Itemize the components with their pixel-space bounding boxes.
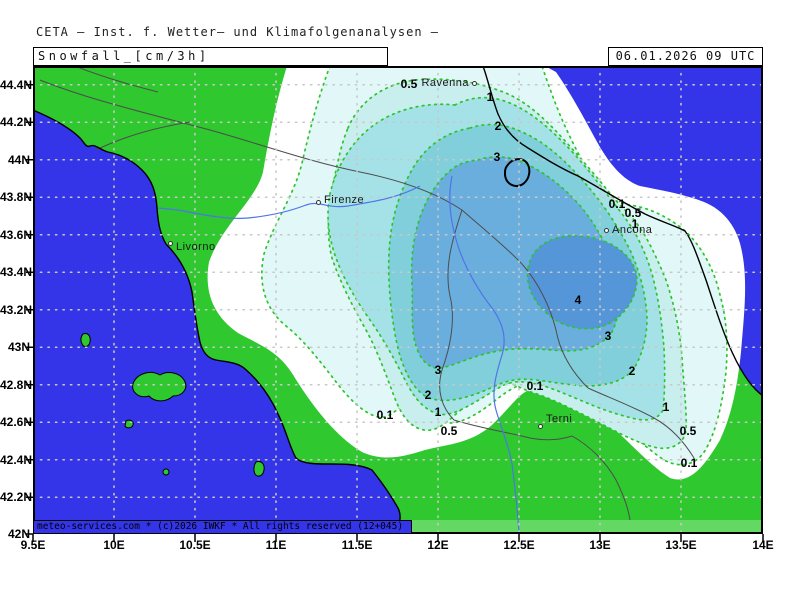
lon-tick-label: 12E xyxy=(427,538,449,552)
coast-adriatic xyxy=(482,66,763,397)
contour-value-label: 2 xyxy=(494,119,502,133)
contour-value-label: 0.5 xyxy=(400,77,418,91)
lon-tick-label: 9.5E xyxy=(20,538,46,552)
river-tiber xyxy=(449,175,520,534)
contour-value-label: 3 xyxy=(493,150,501,164)
island-montecristo xyxy=(162,468,170,476)
lat-tick-label: 44.4N xyxy=(0,77,33,92)
lat-tick-label: 42N xyxy=(7,527,30,541)
city-label: Ancona xyxy=(612,224,653,236)
lat-tick-label: 43.6N xyxy=(0,227,33,242)
island-elba xyxy=(132,371,187,402)
city-label: Ravenna xyxy=(421,77,469,89)
contour-value-label: 3 xyxy=(434,363,442,377)
contour-value-label: 2 xyxy=(628,364,636,378)
coastline xyxy=(33,66,763,534)
region-borders xyxy=(39,66,695,521)
parameter-label-box: Snowfall_[cm/3h] xyxy=(33,47,388,66)
lat-tick-label: 43.2N xyxy=(0,302,33,317)
city-label: Livorno xyxy=(176,241,216,253)
contour-band-4 xyxy=(526,234,638,330)
datetime-label-box: 06.01.2026 09 UTC xyxy=(608,47,763,66)
lon-tick-label: 10E xyxy=(103,538,125,552)
map-canvas xyxy=(26,66,764,542)
lat-tick-label: 44.2N xyxy=(0,115,33,130)
grid-lines xyxy=(33,66,763,534)
contour-value-label: 0.5 xyxy=(440,424,458,438)
island-capraia xyxy=(80,333,91,347)
rivers xyxy=(157,175,520,534)
contour-value-label: 3 xyxy=(604,329,612,343)
lon-tick-label: 13.5E xyxy=(665,538,697,552)
contour-value-label: 0.5 xyxy=(679,424,697,438)
contour-value-label: 0.5 xyxy=(624,206,642,220)
institute-title: CETA – Inst. f. Wetter– und Klimafolgena… xyxy=(36,25,440,39)
city-marker xyxy=(603,227,609,233)
city-marker xyxy=(315,199,321,205)
city-label: Firenze xyxy=(324,194,365,206)
lat-tick-label: 42.8N xyxy=(0,377,33,392)
city-marker xyxy=(537,423,543,429)
islands xyxy=(80,333,265,477)
contour-value-label: 0.1 xyxy=(680,456,698,470)
contour-value-label: 2 xyxy=(424,388,432,402)
lat-tick-label: 43.8N xyxy=(0,190,33,205)
lat-tick-label: 42.6N xyxy=(0,415,33,430)
coast-strip xyxy=(400,520,763,534)
watermark: meteo-services.com * (c)2026 IWKF * All … xyxy=(33,520,412,534)
lat-tick-label: 43.4N xyxy=(0,265,33,280)
contour-value-label: 4 xyxy=(574,293,582,307)
contour-value-label: 0.1 xyxy=(376,408,394,422)
city-label: Terni xyxy=(546,413,573,425)
lon-tick-label: 11.5E xyxy=(341,538,373,552)
river-arno xyxy=(157,185,421,219)
island-giglio xyxy=(253,461,265,477)
contour-value-label: 1 xyxy=(662,400,670,414)
lon-tick-label: 13E xyxy=(589,538,611,552)
city-marker xyxy=(167,240,173,246)
lon-tick-label: 12.5E xyxy=(503,538,535,552)
lat-tick-label: 42.4N xyxy=(0,452,33,467)
contour-value-label: 1 xyxy=(631,217,639,231)
lon-tick-label: 10.5E xyxy=(179,538,211,552)
lon-tick-label: 11E xyxy=(265,538,287,552)
lon-tick-label: 14E xyxy=(752,538,774,552)
lat-tick-label: 44N xyxy=(7,152,30,167)
city-marker xyxy=(471,80,477,86)
lat-tick-label: 43N xyxy=(7,340,30,355)
contour-value-label: 0.1 xyxy=(608,197,626,211)
contour-value-label: 1 xyxy=(486,90,494,104)
contour-value-label: 1 xyxy=(434,405,442,419)
axis-ticks xyxy=(26,84,764,542)
lat-tick-label: 42.2N xyxy=(0,490,33,505)
contour-value-label: 0.1 xyxy=(526,379,544,393)
coast-tyrrhenian xyxy=(33,109,401,534)
